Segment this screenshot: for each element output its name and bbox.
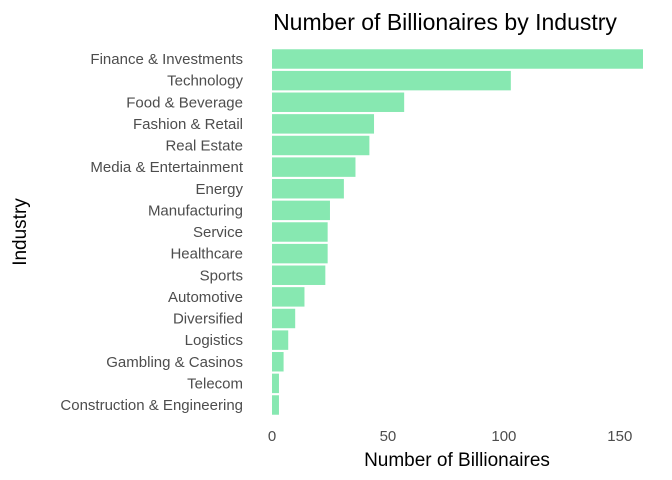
category-label: Real Estate [165,138,243,155]
bar [272,92,405,112]
bar [272,308,296,329]
category-label: Sports [200,267,243,284]
category-label: Manufacturing [148,202,243,219]
bar [272,157,356,177]
bar [272,200,330,221]
x-tick-label: 50 [380,428,397,445]
category-label: Food & Beverage [126,94,243,111]
x-axis-title: Number of Billionaires [364,450,550,471]
category-label: Service [193,224,243,241]
x-tick-label: 150 [607,428,632,445]
category-label: Finance & Investments [90,51,243,68]
bar [272,222,328,242]
category-labels: Finance & Investments Technology Food & Be… [60,51,243,414]
bar [272,135,370,156]
category-label: Energy [195,181,243,198]
bar [272,395,279,415]
bar [272,373,279,394]
category-label: Telecom [187,375,243,392]
chart-title: Number of Billionaires by Industry [273,9,617,35]
bar [272,70,511,91]
bar [272,49,643,69]
bar [272,330,289,350]
x-tick-label: 100 [491,428,516,445]
bar [272,287,305,307]
category-label: Healthcare [170,246,243,263]
bars-group [272,49,643,415]
category-label: Technology [167,73,243,90]
bar [272,179,344,199]
category-label: Automotive [168,289,243,306]
category-label: Gambling & Casinos [106,354,243,371]
bar [272,243,328,264]
category-label: Fashion & Retail [133,116,243,133]
category-label: Construction & Engineering [60,397,243,414]
bar [272,265,326,285]
category-label: Media & Entertainment [90,159,243,176]
y-axis-title: Industry [10,198,31,266]
category-label: Diversified [173,311,243,328]
bar [272,352,284,372]
x-tick-labels: 0 50 100 150 [268,428,633,445]
category-label: Logistics [185,332,243,349]
x-tick-label: 0 [268,428,276,445]
bar [272,114,375,134]
